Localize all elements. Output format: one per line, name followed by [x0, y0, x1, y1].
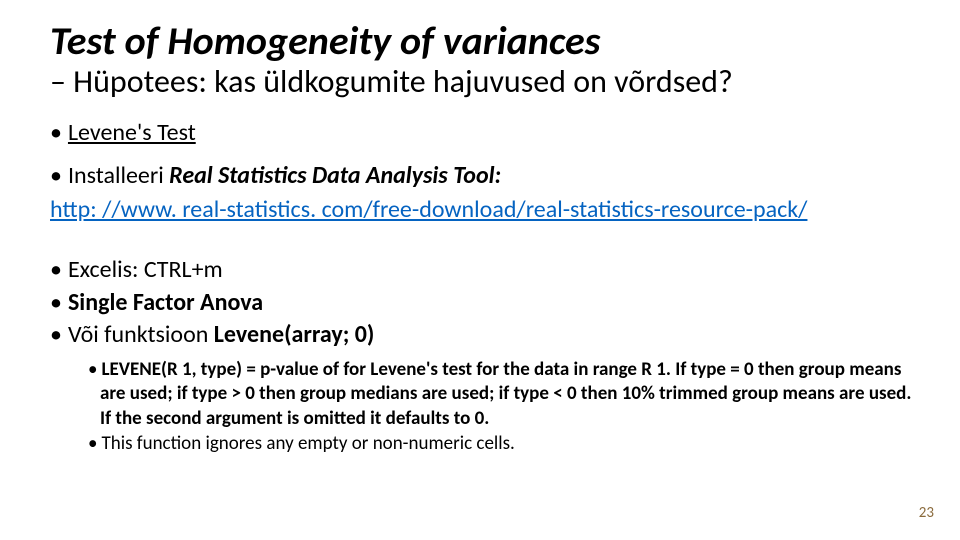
page-number: 23	[919, 504, 934, 522]
bullet-voi-prefix: Või funktsioon	[68, 320, 214, 349]
slide-subtitle: – Hüpotees: kas üldkogumite hajuvused on…	[50, 64, 920, 99]
bullet-dot-icon: •	[50, 288, 62, 317]
bullet-single-factor-text: Single Factor Anova	[68, 288, 263, 317]
bullet-dot-icon: •	[50, 118, 62, 147]
sub-bullet-levene-desc: •LEVENE(R 1, type) = p-value of for Leve…	[50, 358, 920, 432]
resource-link[interactable]: http: //www. real-statistics. com/free-d…	[50, 195, 807, 224]
bullet-levene: •Levene's Test	[50, 117, 920, 149]
sub-bullet-ignores-text: This function ignores any empty or non-n…	[101, 432, 514, 455]
bullet-install-prefix: Installeeri	[68, 161, 169, 190]
bullet-dot-icon: •	[50, 255, 62, 284]
spacer	[50, 226, 920, 254]
bullet-install: •Installeeri Real Statistics Data Analys…	[50, 160, 920, 192]
bullet-levene-text: Levene's Test	[68, 118, 196, 147]
bullet-install-tool: Real Statistics Data Analysis Tool:	[169, 161, 501, 190]
bullet-single-factor: •Single Factor Anova	[50, 287, 920, 319]
slide-container: Test of Homogeneity of variances – Hüpot…	[0, 0, 960, 540]
bullet-excelis-text: Excelis: CTRL+m	[68, 255, 223, 284]
bullet-dot-icon: •	[88, 358, 97, 381]
spacer	[50, 150, 920, 160]
slide-title: Test of Homogeneity of variances	[50, 20, 920, 62]
bullet-dot-icon: •	[50, 320, 62, 349]
bullet-dot-icon: •	[50, 161, 62, 190]
bullet-excelis: •Excelis: CTRL+m	[50, 254, 920, 286]
sub-bullet-levene-desc-text: LEVENE(R 1, type) = p-value of for Leven…	[100, 358, 911, 430]
bullet-voi-bold: Levene(array; 0)	[214, 320, 375, 349]
bullet-dot-icon: •	[88, 432, 97, 455]
sub-bullet-ignores: •This function ignores any empty or non-…	[50, 432, 920, 457]
bullet-voi: •Või funktsioon Levene(array; 0)	[50, 319, 920, 351]
link-line: http: //www. real-statistics. com/free-d…	[50, 194, 920, 226]
